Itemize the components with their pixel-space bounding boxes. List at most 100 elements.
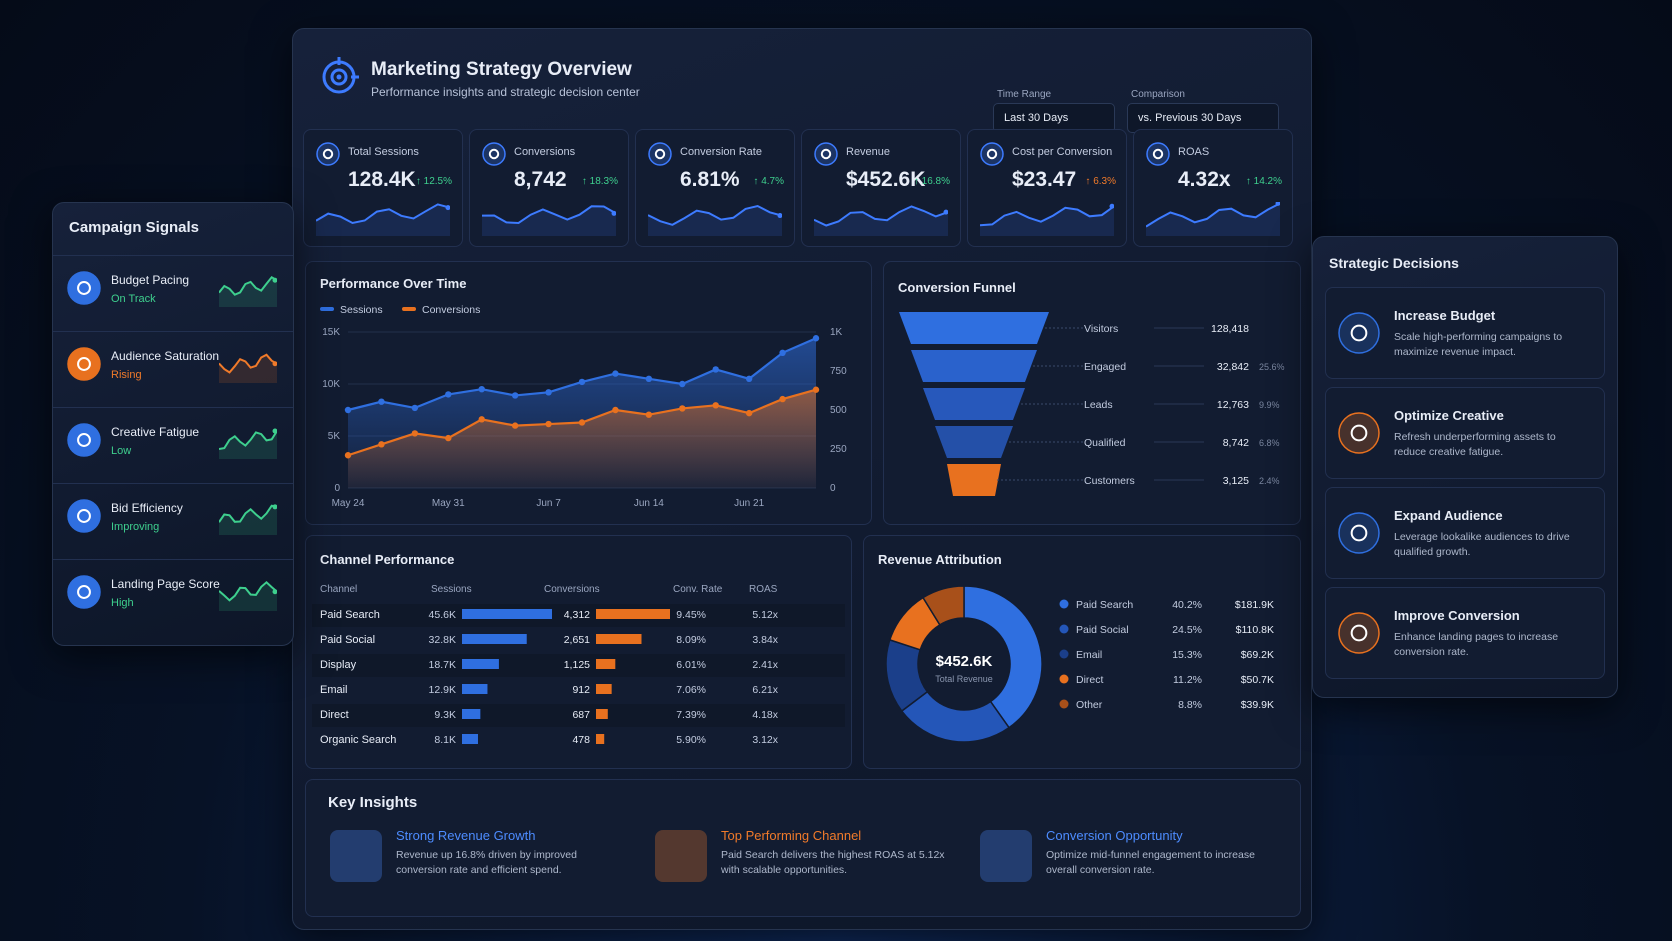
roas: 6.21x — [752, 684, 778, 696]
icon-glyph — [820, 148, 832, 160]
sparkline-area — [219, 431, 277, 459]
conversions-bar — [596, 609, 670, 619]
signal-name: Bid Efficiency — [111, 501, 183, 515]
sparkline-area — [219, 582, 277, 611]
icon — [67, 271, 101, 305]
kpi-label: ROAS — [1178, 146, 1210, 158]
title: Marketing Strategy Overview — [371, 59, 632, 80]
series-point — [712, 366, 719, 373]
performance-card: Performance Over Time Sessions Conversions… — [305, 261, 872, 525]
kpi-label: Cost per Conversion — [1012, 146, 1113, 158]
performance-chart: Performance Over Time Sessions Conversions… — [320, 276, 847, 509]
series-point — [378, 441, 385, 448]
decision-title: Optimize Creative — [1394, 408, 1504, 423]
decision-card[interactable]: Increase Budget Scale high-performing cam… — [1325, 287, 1605, 379]
sparkline-dot — [272, 277, 277, 283]
decision-card[interactable]: Optimize Creative Refresh underperforming… — [1325, 387, 1605, 479]
kpi-change: ↑ 14.2% — [1245, 176, 1282, 187]
legend-dot — [1059, 624, 1069, 634]
decision-text: Leverage lookalike audiences to drive qu… — [1394, 531, 1570, 558]
sparkline-area — [219, 277, 277, 307]
legend-dot — [1059, 674, 1069, 684]
insight-text: Optimize mid-funnel engagement to increa… — [1046, 849, 1255, 877]
sparkline-area — [482, 206, 616, 236]
comparison-value: vs. Previous 30 Days — [1138, 112, 1242, 124]
kpi-card: Conversion Rate 6.81% ↑ 4.7% — [635, 129, 795, 247]
y-tick-label: 10K — [322, 379, 340, 390]
sessions-label: 9.3K — [434, 709, 456, 721]
icon — [67, 499, 101, 533]
legend-label: Paid Social — [1076, 624, 1129, 636]
legend-label: Direct — [1076, 674, 1104, 686]
decision-title: Increase Budget — [1394, 308, 1496, 323]
sparkline-area — [219, 354, 277, 383]
x-tick-label: Jun 7 — [536, 498, 561, 509]
revenue-label: $69.2K — [1241, 649, 1274, 661]
funnel-stage — [935, 426, 1013, 458]
roas: 3.12x — [752, 734, 778, 746]
kpi-change: ↑ 18.3% — [581, 176, 618, 187]
sparkline-area — [1146, 203, 1280, 236]
legend-label: Sessions — [340, 304, 383, 316]
sparkline-area — [980, 206, 1114, 236]
y-tick-label: 15K — [322, 327, 340, 338]
signal-name: Landing Page Score — [111, 577, 220, 591]
channel-name: Organic Search — [320, 734, 396, 746]
kpi-card: ROAS 4.32x ↑ 14.2% — [1133, 129, 1293, 247]
icon — [814, 142, 838, 166]
roas: 3.84x — [752, 634, 778, 646]
sessions-bar — [462, 684, 488, 694]
decisions-title: Strategic Decisions — [1329, 255, 1459, 271]
y2-tick-label: 750 — [830, 366, 847, 377]
series-point — [779, 349, 786, 356]
funnel-stage-name: Engaged — [1084, 361, 1126, 373]
revenue-label: $50.7K — [1241, 674, 1274, 686]
icon — [1338, 512, 1380, 554]
sessions-bar — [462, 634, 527, 644]
series-point — [612, 370, 619, 377]
roas: 5.12x — [752, 609, 778, 621]
sparkline — [1146, 202, 1280, 236]
donut-slice — [963, 585, 1043, 729]
icon-glyph — [322, 148, 334, 160]
comparison-select[interactable]: vs. Previous 30 Days — [1127, 103, 1279, 133]
funnel-stage — [899, 312, 1049, 344]
series-point — [679, 380, 686, 388]
conversions-bar — [596, 684, 612, 694]
x-tick-label: May 24 — [332, 498, 365, 509]
decision-card[interactable]: Improve Conversion Enhance landing pages … — [1325, 587, 1605, 679]
icon-glyph — [488, 148, 500, 160]
funnel-card: Conversion Funnel Visitors 128,418 Engaged 3… — [883, 261, 1301, 525]
y2-tick-label: 250 — [830, 444, 847, 455]
kpi-label: Revenue — [846, 146, 891, 158]
y-tick-label: 5K — [328, 431, 341, 442]
column-header: Conversions — [544, 584, 600, 595]
icon-glyph — [1350, 524, 1368, 542]
icon-glyph — [1350, 324, 1368, 342]
row-bg — [312, 704, 845, 727]
series-point — [478, 416, 485, 423]
signal-status: Low — [111, 445, 132, 457]
conversions-label: 912 — [572, 684, 590, 696]
funnel-count: 3,125 — [1223, 475, 1249, 487]
insight-icon — [330, 830, 382, 882]
signal-status: High — [111, 597, 134, 609]
kpi-change: ↑ 4.7% — [753, 176, 784, 187]
decision-title: Improve Conversion — [1394, 608, 1520, 623]
decision-card[interactable]: Expand Audience Leverage lookalike audien… — [1325, 487, 1605, 579]
series-point — [344, 452, 352, 459]
sessions-label: 18.7K — [429, 659, 456, 671]
x-tick-label: Jun 21 — [734, 498, 764, 509]
funnel-stage-name: Customers — [1084, 475, 1135, 487]
signal-status: On Track — [111, 293, 156, 305]
icon — [67, 347, 101, 381]
series-point — [545, 389, 552, 396]
y2-tick-label: 1K — [830, 327, 843, 338]
signal-status: Improving — [111, 521, 160, 533]
sessions-bar — [462, 659, 499, 669]
conv-rate: 8.09% — [676, 634, 706, 646]
share-label: 15.3% — [1172, 649, 1202, 661]
funnel-stage-name: Leads — [1084, 399, 1113, 411]
insight-text: Paid Search delivers the highest ROAS at… — [721, 849, 945, 877]
decision-text: Enhance landing pages to increase conver… — [1394, 631, 1559, 658]
